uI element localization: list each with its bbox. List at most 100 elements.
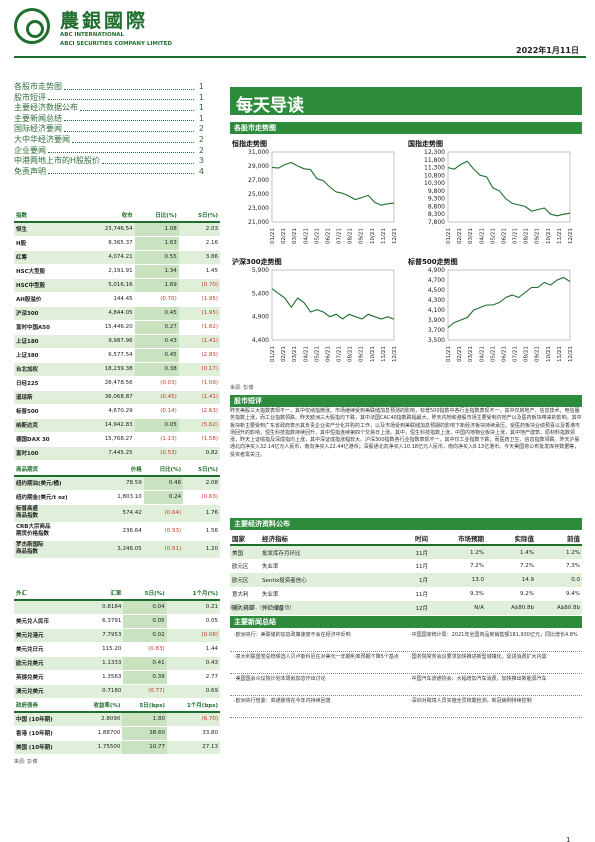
row-value: (0.64)	[143, 504, 184, 523]
row-value: 0.43	[134, 334, 179, 349]
news-item[interactable]: ·国务院常务会议要求加快推进新型城镇化，促进消费扩大内需	[410, 654, 547, 660]
y-tick-label: 4,900	[428, 267, 445, 274]
events-cell: 澳大利亚	[230, 601, 260, 615]
row-value: (1.62)	[178, 320, 220, 335]
events-cell: 9.2%	[520, 591, 534, 597]
x-tick-label: 08/21	[348, 346, 354, 362]
chart-title: 国指走势图	[408, 139, 443, 148]
table-row: 美元兑人民币 6.3791 0.05 0.05	[14, 614, 220, 629]
table-row: 台北加权 18,239.38 0.38 (0.17)	[14, 362, 220, 377]
toc-leader	[48, 167, 194, 175]
row-value: 0.24	[143, 490, 184, 505]
toc-title: 免责声明	[14, 166, 46, 176]
x-tick-label: 09/21	[359, 228, 365, 244]
row-value: (2.83)	[178, 348, 220, 363]
row-value: (5.62)	[178, 418, 220, 433]
table-row: 纳斯达克 14,942.83 0.05 (5.62)	[14, 418, 220, 433]
row-value: 14,942.83	[79, 418, 135, 433]
row-value: 18,239.38	[79, 362, 135, 377]
events-cell: 7.3%	[566, 563, 580, 569]
x-tick-label: 01/21	[270, 346, 276, 362]
toc-item[interactable]: 主要新闻总结 1	[14, 114, 204, 125]
row-value: 3,246.05	[99, 540, 144, 559]
row-value: 1.75500	[75, 740, 123, 755]
y-tick-label: 31,000	[248, 149, 269, 156]
row-label: 台北加权	[14, 362, 80, 377]
y-tick-label: 27,000	[248, 177, 269, 184]
row-value: (0.70)	[178, 278, 220, 293]
table-header: 5日(%)	[123, 586, 167, 601]
toc-item[interactable]: 股市短评 1	[14, 93, 204, 104]
news-item[interactable]: ·中国国家统计局：2021年全国商品房销售额181,930亿元，同比增长4.8%	[410, 632, 578, 638]
x-tick-label: 08/21	[524, 346, 530, 362]
chart-title: 恒指走势图	[231, 139, 267, 148]
toc-title: 国际经济要闻	[14, 124, 62, 134]
row-value: (0.03)	[134, 376, 179, 391]
toc-item[interactable]: 免责声明 4	[14, 167, 204, 178]
events-cell: 1月	[380, 573, 430, 587]
table-row: 0.8184 0.04 0.21	[14, 600, 220, 615]
table-row: 美国 (10年期) 1.75500 10.77 27.13	[14, 740, 220, 755]
toc-page: 1	[198, 82, 204, 91]
x-tick-label: 11/21	[557, 228, 563, 244]
toc-title: 企业要闻	[14, 145, 46, 155]
row-value: 4,670.29	[79, 404, 135, 419]
table-header: 商品期货	[14, 462, 100, 477]
row-value: 1.3563	[81, 670, 124, 685]
charts-section-title: 各股市走势图	[230, 122, 582, 134]
toc-item[interactable]: 中港两地上市的H股股价 3	[14, 156, 204, 167]
events-cell: 0.0	[536, 573, 582, 587]
row-value: (0.70)	[134, 292, 179, 307]
x-tick-label: 05/21	[314, 228, 320, 244]
x-tick-label: 08/21	[348, 228, 354, 244]
x-tick-label: 02/21	[281, 228, 287, 244]
row-value: 0.04	[123, 600, 167, 615]
y-tick-label: 4,100	[428, 307, 445, 314]
events-cell: 美国	[230, 545, 260, 559]
x-tick-label: 10/21	[370, 346, 376, 362]
news-item[interactable]: ·意大利联盟党总统候选人贝卢斯科尼在对美元一年期利率预期下降5个基点	[234, 654, 399, 660]
table-row: 纽约期油(美元/桶) 78.59 0.46 2.08	[14, 476, 220, 491]
chart-plot-area	[271, 151, 395, 223]
row-label: 日经225	[14, 376, 80, 391]
toc-title: 大中华经济要闻	[14, 134, 70, 144]
row-label: 美国 (10年期)	[14, 740, 76, 755]
events-row: 美国 批发库存月环比 11月 1.2% 1.4% 1.2%	[230, 545, 582, 559]
news-item[interactable]: ·美国国会众议院计划本周就加息作出讨论	[234, 676, 326, 682]
table-row: 欧元兑美元 1.1333 0.41 0.43	[14, 656, 220, 671]
row-value: 0.27	[134, 320, 179, 335]
y-tick-label: 25,000	[248, 191, 269, 198]
y-tick-label: 9,300	[428, 196, 445, 203]
table-row: 美元兑日元 115.20 (0.83) 1.44	[14, 642, 220, 657]
comment-section-title: 股市短评	[230, 395, 582, 407]
row-label: AH股溢价	[14, 292, 80, 307]
row-value: 6.3791	[81, 614, 124, 629]
commodities-table: 商品期货 价格 日比(%) 5日(%) 纽约期油(美元/桶) 78.59 0.46 2.08 纽…	[14, 462, 220, 559]
row-value: (6.70)	[167, 712, 220, 727]
economic-events-table: 国家 经济指标 时间 市场预期 实际值 前值 美国 批发库存月环比 11月 1.2% 1.4% 1.2…	[230, 531, 582, 615]
table-row: 富时中国A50 15,446.20 0.27 (1.62)	[14, 320, 220, 335]
table-header: 收市	[79, 208, 135, 223]
x-tick-label: 10/21	[370, 228, 376, 244]
news-item[interactable]: ·深圳对跨境人员实施全员核酸检测，新冠病例持续控制	[410, 698, 532, 704]
toc-item[interactable]: 国际经济要闻 2	[14, 124, 204, 135]
table-row: 纽约期金(美元/t oz) 1,803.10 0.24 (0.63)	[14, 490, 220, 505]
toc-title: 中港两地上市的H股股价	[14, 156, 101, 166]
toc-item[interactable]: 主要经济数据公布 1	[14, 103, 204, 114]
news-item[interactable]: ·中国汽车流通协会：大幅增加汽车消费，加快推出新能源汽车	[410, 676, 547, 682]
toc-item[interactable]: 各股市走势图 1	[14, 82, 204, 93]
toc-item[interactable]: 企业要闻 2	[14, 146, 204, 157]
table-header: 日比(%)	[134, 208, 179, 223]
table-header: 日比(%)	[143, 462, 184, 477]
table-header: 外汇	[14, 586, 82, 601]
news-item[interactable]: ·欧洲央行：美联储的加息政策速度不会在经济中反响	[234, 632, 351, 638]
table-row: HSC大型股 2,191.91 1.34 1.45	[14, 264, 220, 279]
x-tick-label: 07/21	[337, 228, 343, 244]
toc-item[interactable]: 大中华经济要闻 2	[14, 135, 204, 146]
row-value: 1.45	[178, 264, 220, 279]
news-item[interactable]: ·欧洲央行管委：高通胀将在今年内持续回落	[234, 698, 331, 704]
y-tick-label: 23,000	[248, 205, 269, 212]
row-value: (1.95)	[178, 292, 220, 307]
row-value: (0.83)	[123, 642, 167, 657]
